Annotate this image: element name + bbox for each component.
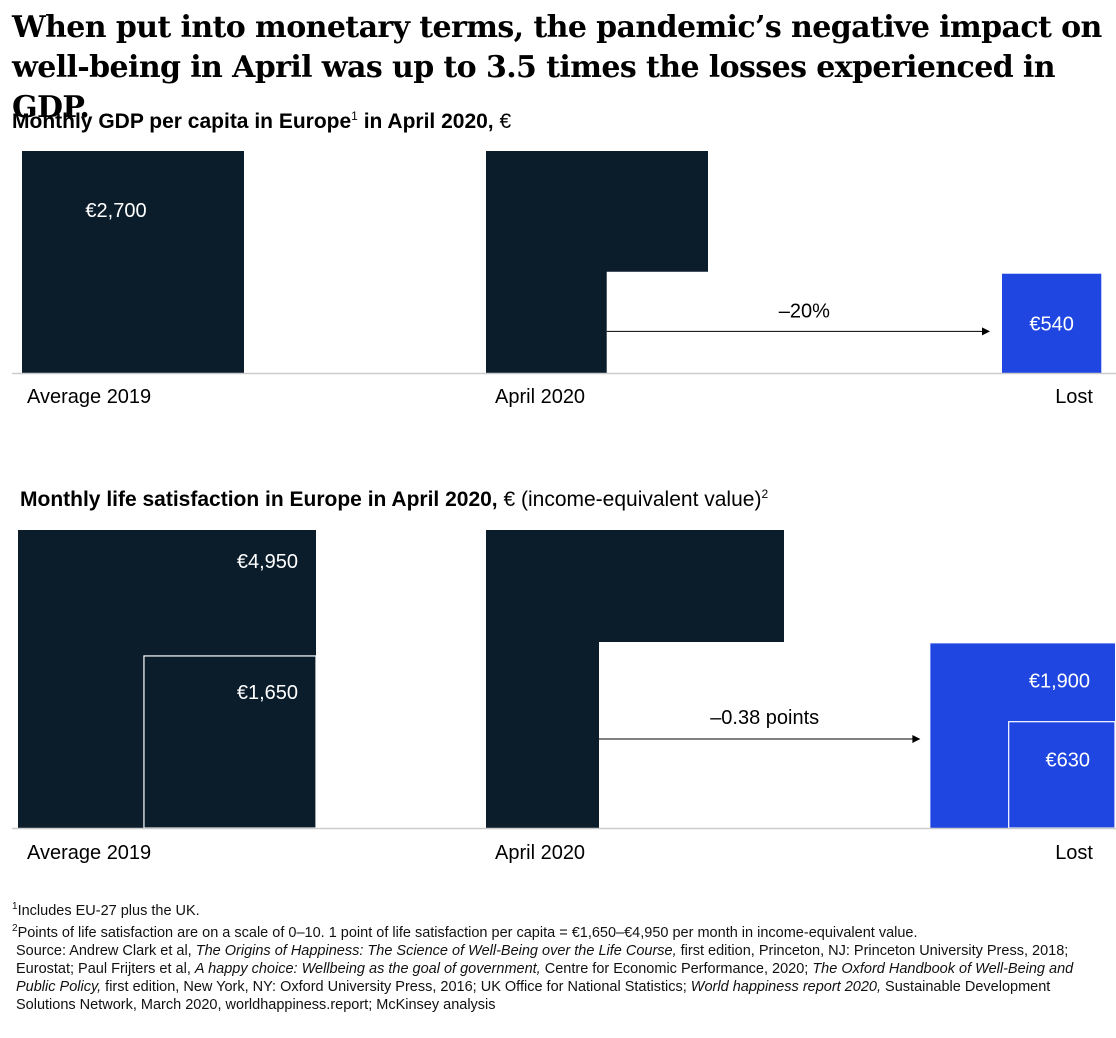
change-arrowhead — [912, 735, 921, 743]
category-label-lost: Lost — [1055, 842, 1093, 864]
source-segment: Source: Andrew Clark et al, — [16, 942, 196, 959]
category-label-average-2019: Average 2019 — [27, 842, 151, 864]
data-label-average-2019: €2,700 — [85, 200, 146, 222]
chart1-title-sup: 1 — [351, 109, 358, 123]
bar-lost — [930, 643, 1115, 828]
footnote-1: 1Includes EU-27 plus the UK. — [12, 898, 1107, 920]
change-arrowhead — [982, 327, 990, 336]
source-note: Source: Andrew Clark et al, The Origins … — [12, 942, 1107, 1014]
source-segment: The Origins of Happiness: The Science of… — [195, 942, 677, 959]
data-label-lost: €540 — [1029, 313, 1074, 335]
footnote-2-mark: 2 — [12, 922, 18, 934]
chart2-title-bold: Monthly life satisfaction in Europe in A… — [20, 488, 498, 511]
source-segment: Centre for Economic Performance, 2020; — [540, 960, 813, 977]
chart1-title-bold: Monthly GDP per capita in Europe — [12, 110, 352, 133]
data-label-lost-low: €630 — [1046, 750, 1091, 772]
chart1-title-bold-tail: in April 2020, — [357, 110, 494, 133]
footnotes: 1Includes EU-27 plus the UK. 2Points of … — [12, 898, 1107, 1014]
change-label: –0.38 points — [710, 707, 819, 729]
bar-average-2019 — [18, 530, 316, 828]
chart2-title-rest: € (income-equivalent value) — [497, 488, 762, 511]
data-label-lost-high: €1,900 — [1029, 670, 1090, 692]
footnote-2: 2Points of life satisfaction are on a sc… — [12, 920, 1107, 942]
bar-april-2020 — [486, 151, 708, 373]
chart2-title: Monthly life satisfaction in Europe in A… — [20, 480, 768, 514]
bar-lost — [1002, 273, 1102, 373]
source-segment: first edition, New York, NY: Oxford Univ… — [101, 978, 691, 995]
bar-april-2020 — [486, 530, 784, 828]
source-segment: first edition, Princeton, NJ: Princeton … — [16, 942, 1069, 977]
source-segment: Sustainable Development Solutions Networ… — [16, 978, 1051, 1013]
change-label: –20% — [779, 300, 830, 322]
footnote-1-text: Includes EU-27 plus the UK. — [17, 902, 200, 919]
headline: When put into monetary terms, the pandem… — [12, 10, 1102, 125]
category-label-average-2019: Average 2019 — [27, 386, 151, 408]
chart1-title: Monthly GDP per capita in Europe1 in Apr… — [12, 102, 511, 136]
footnote-2-text: Points of life satisfaction are on a sca… — [17, 924, 918, 941]
category-label-april-2020: April 2020 — [495, 842, 585, 864]
data-label-average-2019-low: €1,650 — [237, 682, 298, 704]
category-label-lost: Lost — [1055, 386, 1093, 408]
chart1-title-rest: € — [493, 110, 512, 133]
source-segment: World happiness report 2020, — [690, 978, 882, 995]
bar-average-2019 — [22, 151, 244, 373]
source-segment: The Oxford Handbook of Well-Being and Pu… — [16, 960, 1074, 995]
data-label-average-2019-high: €4,950 — [237, 551, 298, 573]
category-label-april-2020: April 2020 — [495, 386, 585, 408]
source-segment: A happy choice: Wellbeing as the goal of… — [194, 960, 541, 977]
gdp-chart: €2,700 €540 –20% Average 2019 April 2020… — [12, 151, 1116, 408]
footnote-1-mark: 1 — [12, 901, 18, 912]
life-satisfaction-chart: €4,950 €1,650 €1,900 €630 –0.38 points A… — [12, 530, 1116, 864]
chart2-title-sup: 2 — [761, 487, 769, 501]
